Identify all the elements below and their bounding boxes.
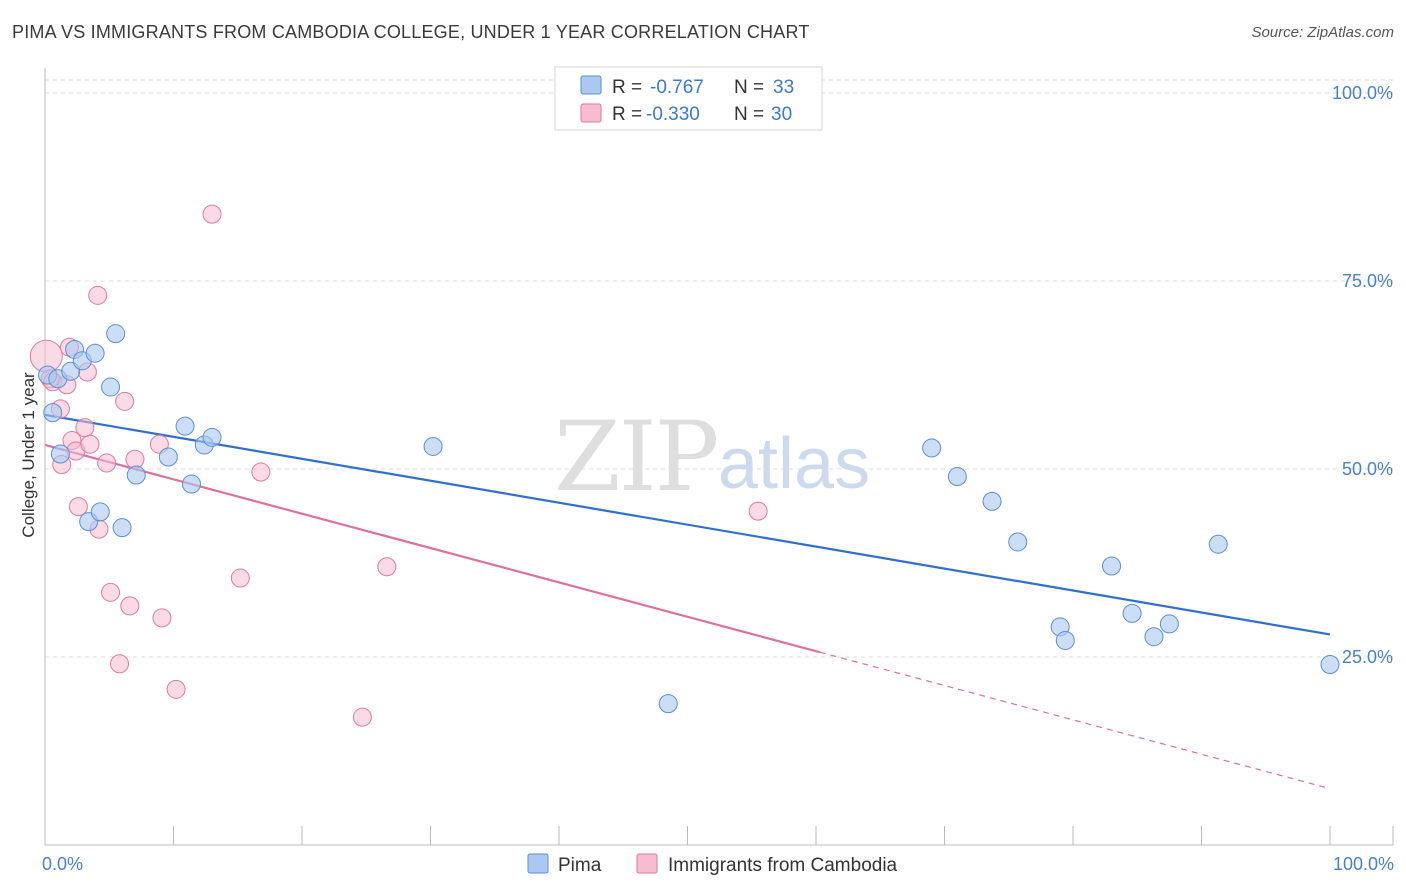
data-point-cambodia bbox=[115, 391, 135, 411]
y-tick-label: 50.0% bbox=[1342, 459, 1393, 479]
y-tick-label: 25.0% bbox=[1342, 647, 1393, 667]
data-point-pima bbox=[1208, 534, 1228, 554]
chart-title: PIMA VS IMMIGRANTS FROM CAMBODIA COLLEGE… bbox=[12, 22, 810, 42]
legend-swatch-pima bbox=[580, 75, 602, 95]
trend-line-pima bbox=[44, 413, 1331, 636]
watermark-zip: ZIP bbox=[554, 401, 717, 513]
data-point-pima bbox=[982, 491, 1002, 511]
data-point-pima bbox=[1144, 627, 1164, 647]
data-point-cambodia bbox=[97, 453, 117, 473]
data-point-pima bbox=[158, 447, 178, 467]
legend-r-value-pima: -0.767 bbox=[650, 77, 704, 98]
data-point-cambodia bbox=[152, 608, 172, 628]
data-point-pima bbox=[43, 403, 63, 423]
data-point-pima bbox=[658, 694, 678, 714]
bottom-legend-swatch-cambodia bbox=[636, 853, 658, 874]
data-point-pima bbox=[1008, 532, 1028, 552]
legend-n-value-cambodia: 30 bbox=[771, 104, 792, 125]
legend-r-label: R = bbox=[612, 104, 647, 125]
y-tick-label: 100.0% bbox=[1332, 83, 1393, 103]
data-point-pima bbox=[1122, 603, 1142, 623]
data-point-pima bbox=[181, 474, 201, 494]
legend-n-label: N = bbox=[734, 77, 769, 98]
data-point-pima bbox=[175, 416, 195, 436]
axes: 0.0% 100.0% bbox=[42, 68, 1394, 874]
data-point-pima bbox=[922, 438, 942, 458]
y-tick-label: 75.0% bbox=[1342, 271, 1393, 291]
data-point-pima bbox=[947, 467, 967, 487]
stats-legend: R = -0.767 N = 33 R = -0.330 N = 30 bbox=[554, 66, 823, 131]
legend-swatch-cambodia bbox=[580, 103, 602, 123]
watermark-atlas: atlas bbox=[718, 424, 870, 504]
data-point-cambodia bbox=[110, 654, 130, 674]
x-tick-label-min: 0.0% bbox=[42, 854, 83, 874]
legend-n-label: N = bbox=[734, 104, 769, 125]
data-point-pima bbox=[101, 377, 121, 397]
y-axis-label: College, Under 1 year bbox=[19, 372, 38, 538]
bottom-legend: Pima Immigrants from Cambodia bbox=[527, 853, 898, 876]
data-point-cambodia bbox=[88, 285, 108, 305]
data-point-cambodia bbox=[80, 434, 100, 454]
data-point-cambodia bbox=[202, 204, 222, 224]
data-point-pima bbox=[1102, 556, 1122, 576]
legend-r-label: R = bbox=[612, 77, 647, 98]
x-tick-label-max: 100.0% bbox=[1333, 854, 1394, 874]
data-point-pima bbox=[106, 324, 126, 344]
trend-line-cambodia-extrapolated bbox=[819, 651, 1331, 790]
data-point-pima bbox=[1055, 630, 1075, 650]
data-point-cambodia bbox=[377, 557, 397, 577]
data-point-pima bbox=[1159, 614, 1179, 634]
data-point-cambodia bbox=[75, 418, 95, 438]
data-point-pima bbox=[423, 436, 443, 456]
trend-lines bbox=[44, 413, 1331, 790]
data-point-cambodia bbox=[101, 582, 121, 602]
bottom-legend-pima: Pima bbox=[558, 855, 602, 876]
data-point-pima bbox=[85, 343, 105, 363]
trend-line-cambodia bbox=[44, 443, 821, 654]
data-point-cambodia bbox=[251, 462, 271, 482]
data-point-cambodia bbox=[68, 497, 88, 517]
data-point-pima bbox=[202, 427, 222, 447]
data-point-cambodia bbox=[125, 449, 145, 469]
series-pima-points bbox=[38, 324, 1340, 714]
source-credit: Source: ZipAtlas.com bbox=[1251, 24, 1394, 41]
data-point-cambodia bbox=[748, 501, 768, 521]
data-point-cambodia bbox=[166, 679, 186, 699]
data-point-pima bbox=[1320, 655, 1340, 675]
data-point-pima bbox=[126, 465, 146, 485]
data-point-cambodia bbox=[120, 596, 140, 616]
legend-n-value-pima: 33 bbox=[773, 77, 794, 98]
data-point-cambodia bbox=[230, 568, 250, 588]
legend-row-cambodia: R = -0.330 N = 30 bbox=[612, 104, 792, 125]
bottom-legend-cambodia: Immigrants from Cambodia bbox=[668, 855, 898, 876]
legend-row-pima: R = -0.767 N = 33 bbox=[612, 77, 794, 98]
bottom-legend-swatch-pima bbox=[527, 853, 549, 874]
data-point-pima bbox=[112, 518, 132, 538]
data-point-pima bbox=[90, 502, 110, 522]
data-point-cambodia bbox=[352, 707, 372, 727]
data-point-pima bbox=[50, 444, 70, 464]
legend-r-value-cambodia: -0.330 bbox=[646, 104, 700, 125]
